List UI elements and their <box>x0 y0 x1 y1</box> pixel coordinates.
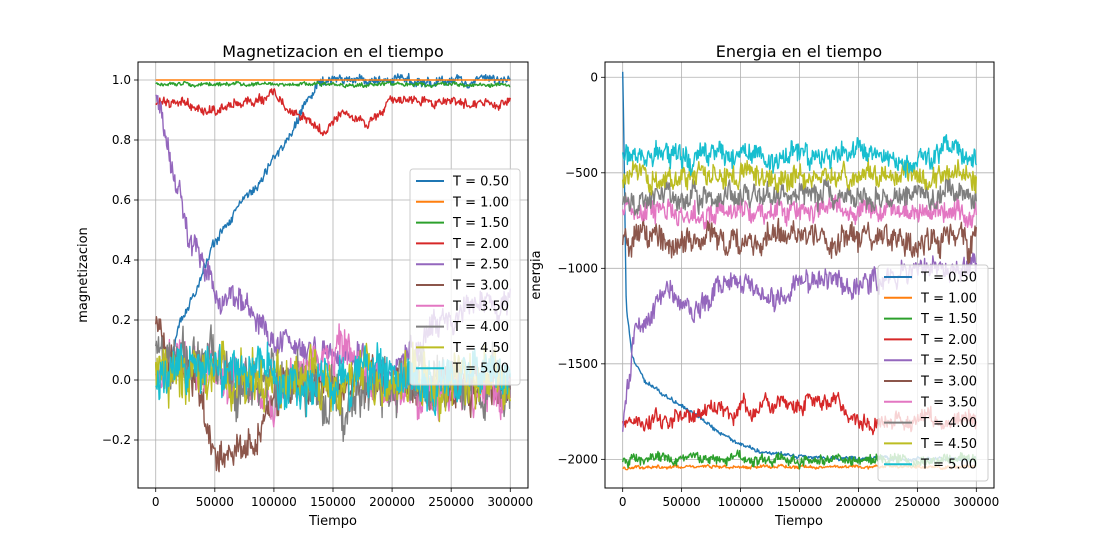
y-tick-label: 0.2 <box>112 313 131 327</box>
x-tick-label: 250000 <box>428 495 474 509</box>
series-line <box>622 215 977 265</box>
legend-entry: T = 1.00 <box>452 195 509 210</box>
x-tick-label: 300000 <box>953 495 999 509</box>
y-tick-label: −1000 <box>557 261 598 275</box>
x-tick-label: 100000 <box>251 495 297 509</box>
x-tick-label: 250000 <box>894 495 940 509</box>
legend-entry: T = 4.00 <box>452 320 509 335</box>
x-tick-label: 50000 <box>663 495 701 509</box>
y-tick-label: −0.2 <box>102 433 131 447</box>
x-tick-label: 150000 <box>310 495 356 509</box>
y-tick-label: 1.0 <box>112 73 131 87</box>
legend-entry: T = 2.50 <box>452 258 509 273</box>
series-line <box>622 157 977 196</box>
x-tick-label: 100000 <box>718 495 764 509</box>
x-tick-label: 0 <box>619 495 627 509</box>
y-tick-label: −500 <box>565 166 598 180</box>
y-axis-ticks: −0.2 0.0 0.2 0.4 0.6 0.8 1.0 <box>102 73 138 447</box>
x-axis-label: Tiempo <box>308 514 357 529</box>
y-axis-label: magnetizacion <box>76 227 91 323</box>
legend: T = 0.50 T = 1.00 T = 1.50 T = 2.00 T = 2.50… <box>877 264 989 482</box>
legend-entry: T = 2.50 <box>920 354 977 369</box>
legend-entry: T = 3.00 <box>452 279 509 294</box>
legend-entry: T = 5.00 <box>452 362 509 377</box>
x-tick-label: 300000 <box>487 495 533 509</box>
y-tick-label: 0.4 <box>112 253 131 267</box>
legend-entry: T = 3.50 <box>920 395 977 410</box>
chart-title: Energia en el tiempo <box>716 42 882 61</box>
x-tick-label: 150000 <box>777 495 823 509</box>
legend-entry: T = 2.00 <box>920 333 977 348</box>
x-tick-label: 50000 <box>196 495 234 509</box>
series-line <box>622 177 977 216</box>
legend-entry: T = 3.50 <box>452 299 509 314</box>
y-tick-label: 0.6 <box>112 193 131 207</box>
y-tick-label: 0.8 <box>112 133 131 147</box>
series-line <box>155 88 511 137</box>
x-axis-ticks: 0 50000 100000 150000 200000 250000 300000 <box>619 488 999 509</box>
y-axis-label: energia <box>529 250 544 299</box>
y-tick-label: 0.0 <box>112 373 131 387</box>
y-tick-label: −2000 <box>557 452 598 466</box>
y-tick-label: 0 <box>590 70 598 84</box>
y-axis-ticks: −2000 −1500 −1000 −500 0 <box>557 70 605 466</box>
series-line <box>155 80 511 89</box>
legend-entry: T = 4.50 <box>452 341 509 356</box>
x-axis-label: Tiempo <box>774 514 823 529</box>
magnetization-chart: 0 50000 100000 150000 200000 250000 300000 −0.… <box>76 42 533 529</box>
x-tick-label: 200000 <box>836 495 882 509</box>
legend-entry: T = 2.00 <box>452 237 509 252</box>
legend-entry: T = 4.00 <box>920 416 977 431</box>
legend: T = 0.50 T = 1.00 T = 1.50 T = 2.00 T = 2.50… <box>409 168 521 386</box>
y-tick-label: −1500 <box>557 357 598 371</box>
energy-chart: 0 50000 100000 150000 200000 250000 300000 −20… <box>529 42 999 529</box>
legend-entry: T = 1.00 <box>920 291 977 306</box>
legend-entry: T = 0.50 <box>452 175 509 190</box>
legend-entry: T = 5.00 <box>920 458 977 473</box>
series-line <box>622 134 977 178</box>
x-axis-ticks: 0 50000 100000 150000 200000 250000 300000 <box>152 488 533 509</box>
legend-entry: T = 3.00 <box>920 375 977 390</box>
x-tick-label: 200000 <box>369 495 415 509</box>
chart-title: Magnetizacion en el tiempo <box>222 42 443 61</box>
legend-entry: T = 1.50 <box>920 312 977 327</box>
legend-entry: T = 4.50 <box>920 437 977 452</box>
series-line <box>622 194 977 230</box>
x-tick-label: 0 <box>152 495 160 509</box>
legend-entry: T = 0.50 <box>920 271 977 286</box>
legend-entry: T = 1.50 <box>452 216 509 231</box>
